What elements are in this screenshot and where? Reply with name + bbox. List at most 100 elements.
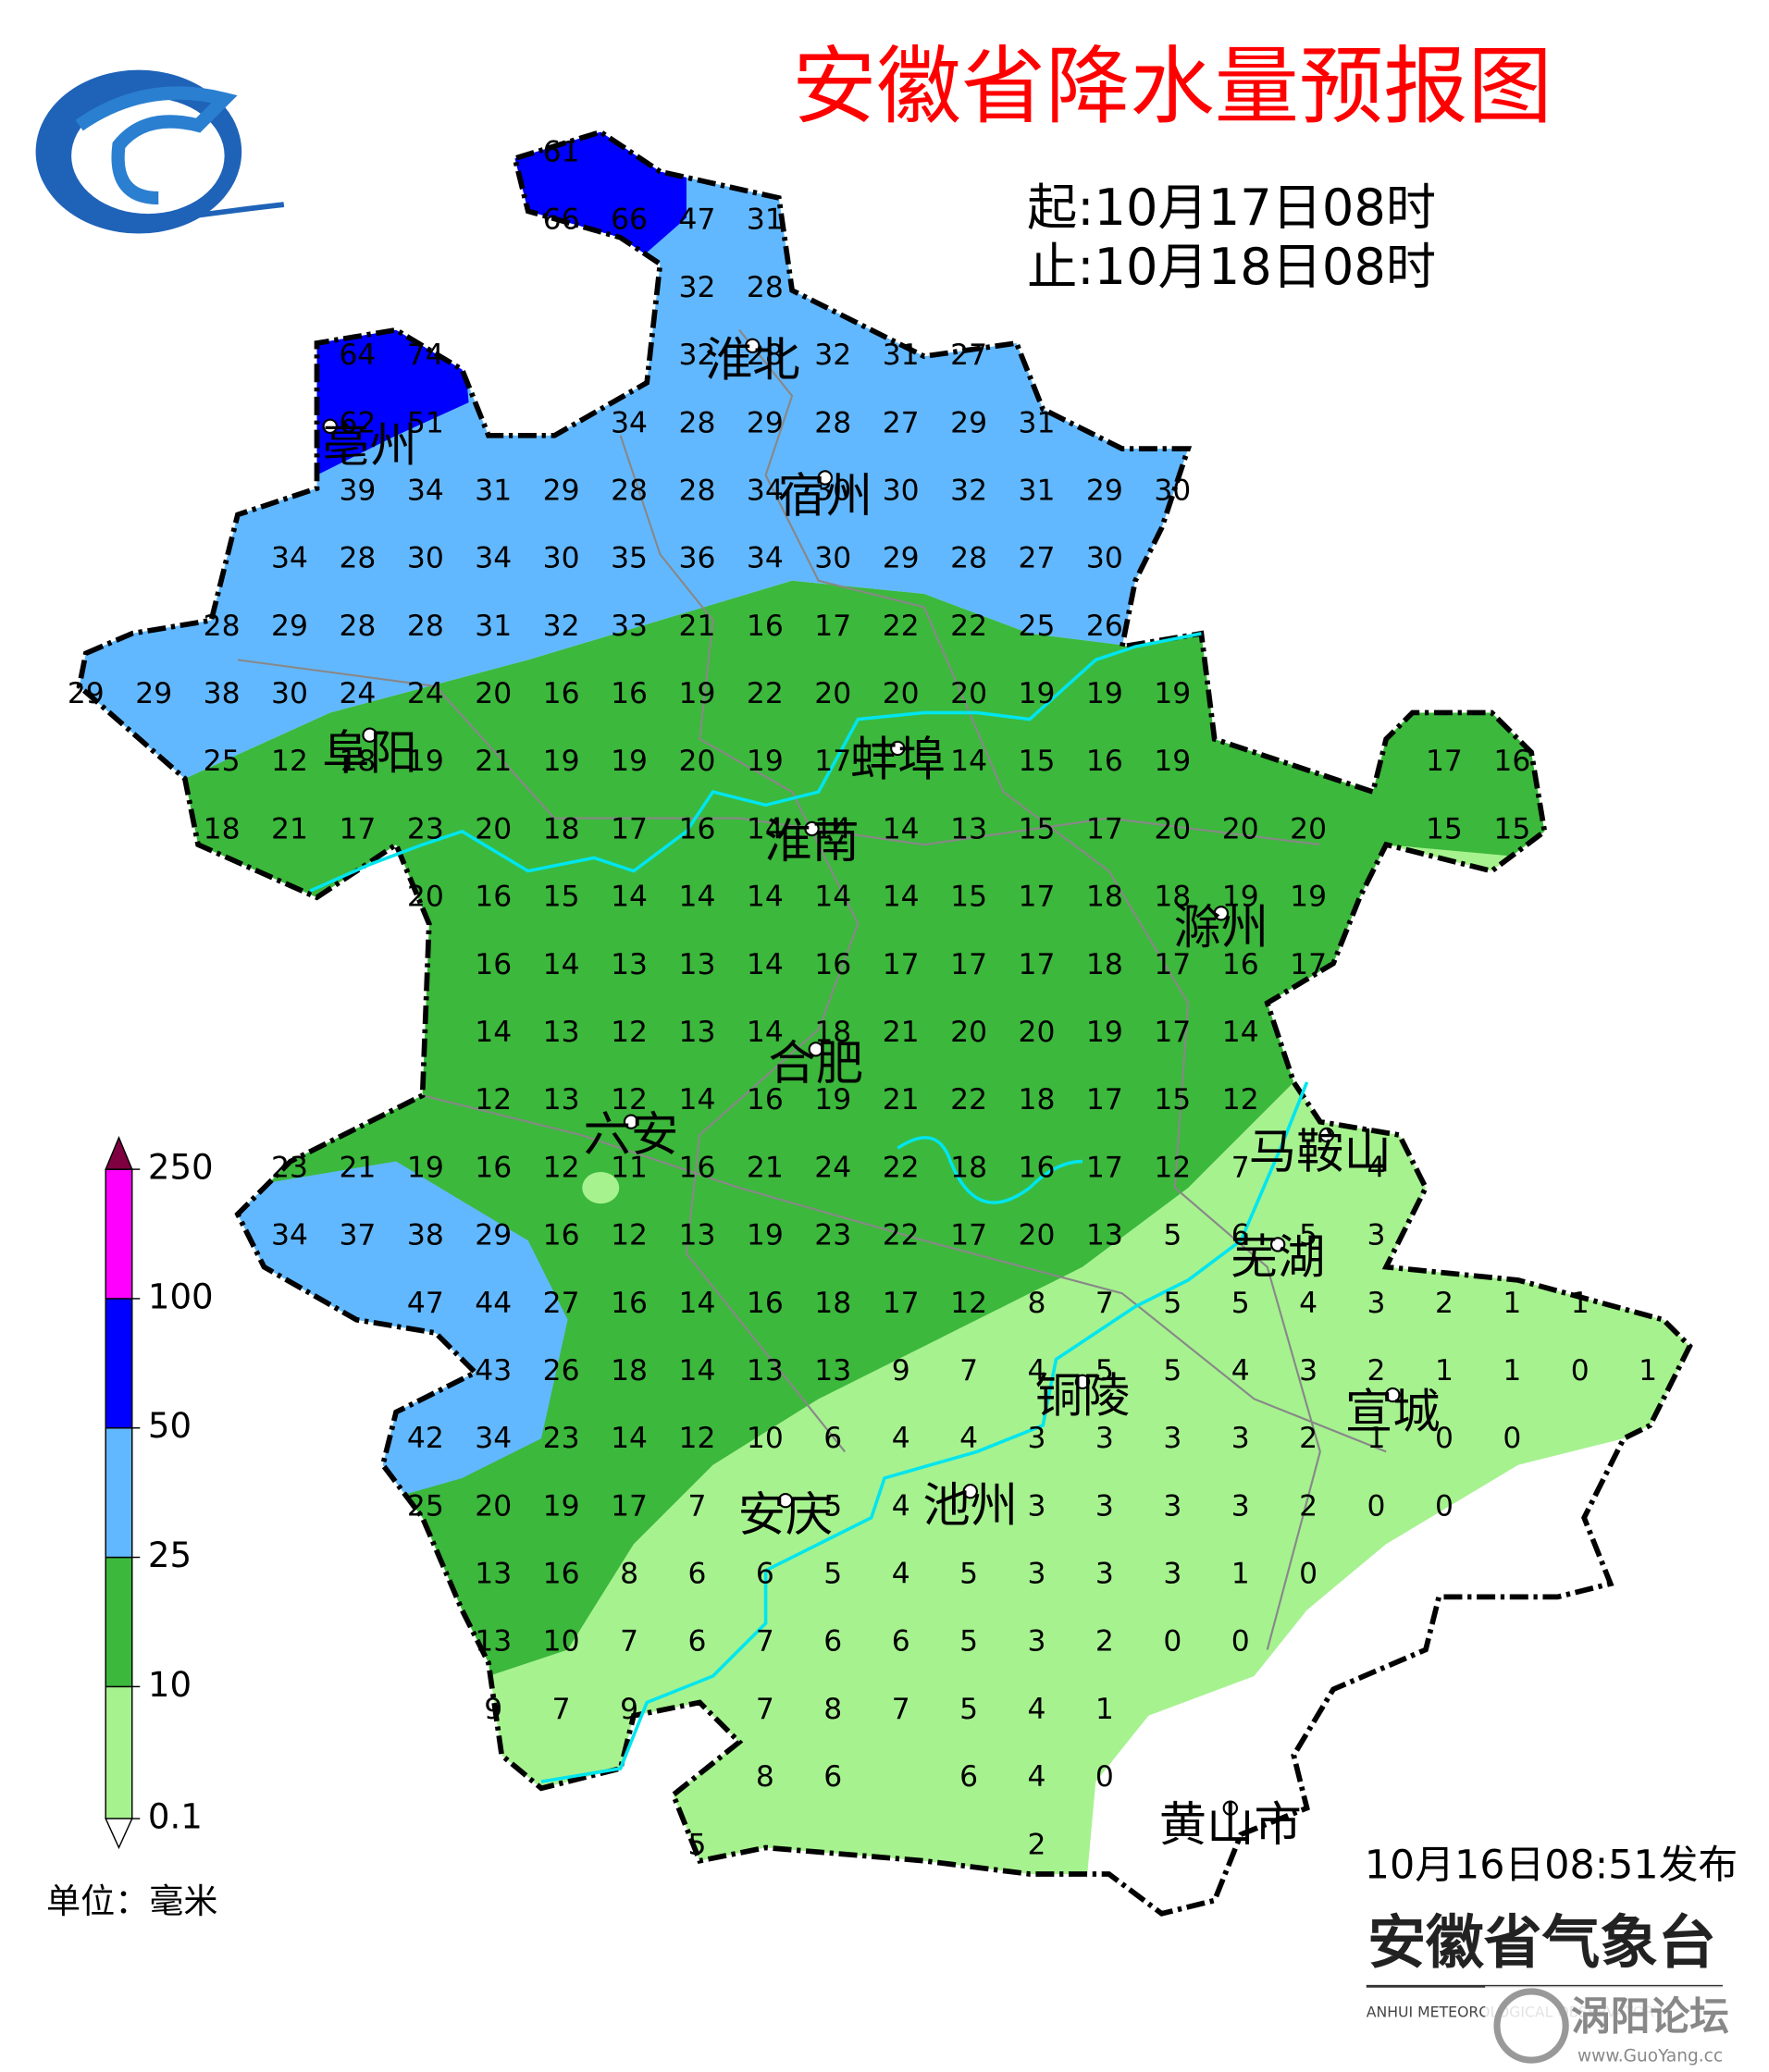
grid-value: 28 [611,474,648,507]
grid-value: 20 [475,812,512,845]
grid-value: 0 [1571,1354,1590,1388]
grid-value: 15 [1019,745,1056,778]
grid-value: 20 [1290,812,1327,845]
grid-value: 14 [543,948,580,981]
grid-value: 34 [407,474,444,507]
grid-value: 34 [611,406,648,439]
grid-value: 6 [823,1760,842,1794]
grid-value: 21 [747,1151,784,1184]
grid-value: 22 [950,610,987,643]
chaohu [897,1136,1083,1204]
grid-value: 22 [747,677,784,710]
grid-value: 64 [339,339,376,372]
city-dot [1222,1800,1239,1816]
city-label: 芜湖 [1231,1230,1326,1286]
grid-value: 7 [1231,1151,1250,1184]
grid-value: 3 [1163,1489,1181,1523]
city-dot [777,1493,794,1509]
grid-value: 4 [1367,1151,1386,1184]
city-dot [1074,1374,1091,1390]
grid-value: 13 [543,1016,580,1049]
grid-value: 4 [1299,1287,1317,1320]
grid-value: 28 [204,610,241,643]
rivers [309,632,1309,1783]
grid-value: 20 [1222,812,1259,845]
grid-value: 19 [543,1489,580,1523]
grid-value: 0 [1435,1489,1454,1523]
grid-value: 16 [1222,948,1259,981]
grid-value: 12 [543,1151,580,1184]
grid-value: 27 [950,339,987,372]
grid-value: 2 [1095,1625,1114,1659]
border [619,435,860,1453]
grid-value: 19 [747,1219,784,1252]
grid-value: 4 [1028,1354,1046,1388]
grid-value: 16 [679,1151,716,1184]
grid-value: 3 [1367,1219,1386,1252]
city-dot [1269,1237,1286,1252]
grid-value: 20 [883,677,920,710]
grid-value: 6 [823,1625,842,1659]
grid-value: 22 [883,610,920,643]
grid-value: 7 [687,1489,706,1523]
grid-value: 14 [747,881,784,914]
grid-value: 12 [1154,1151,1191,1184]
grid-value: 23 [271,1151,308,1184]
grid-value: 0 [1163,1625,1181,1659]
border [237,659,1320,846]
city-dot [362,727,377,743]
county-borders [237,329,1387,1650]
start-time: 起:10月17日08时 [1027,179,1436,237]
grid-value: 5 [959,1558,978,1591]
grid-value: 17 [1154,948,1191,981]
grid-value: 31 [1019,406,1056,439]
grid-value: 24 [407,677,444,710]
issue-time: 10月16日08:51发布 [1365,1842,1738,1888]
grid-value: 30 [1154,474,1191,507]
grid-value: 3 [1299,1354,1317,1388]
grid-value: 7 [959,1354,978,1388]
grid-value: 5 [823,1489,842,1523]
grid-value: 14 [883,812,920,845]
grid-value: 9 [484,1693,502,1726]
grid-value: 0 [1095,1760,1114,1794]
grid-value: 14 [950,745,987,778]
grid-value: 32 [543,610,580,643]
city-label: 淮北 [705,332,800,388]
grid-value: 12 [611,1219,648,1252]
grid-value: 17 [611,812,648,845]
grid-value: 3 [1231,1489,1250,1523]
legend-tick-label: 50 [148,1406,192,1446]
grid-value: 32 [950,474,987,507]
grid-value: 47 [407,1287,444,1320]
grid-value: 29 [1086,474,1123,507]
grid-value: 17 [1086,812,1123,845]
grid-value: 25 [407,1489,444,1523]
grid-value: 4 [1231,1354,1250,1388]
city-label: 阜阳 [322,726,417,782]
legend-tick-label: 10 [148,1665,192,1705]
grid-value: 13 [543,1083,580,1116]
grid-value: 14 [814,812,851,845]
grid-value: 1 [1367,1422,1386,1455]
grid-value: 6 [892,1625,910,1659]
grid-value: 32 [679,271,716,304]
legend-tick-label: 25 [148,1536,192,1575]
grid-value: 3 [1367,1287,1386,1320]
grid-value: 12 [1222,1083,1259,1116]
grid-value: 28 [339,542,376,575]
grid-value: 14 [814,881,851,914]
grid-value: 13 [679,1219,716,1252]
grid-value: 28 [747,271,784,304]
city-label: 淮南 [764,814,860,870]
grid-value: 19 [747,745,784,778]
province-border [76,129,1693,1917]
grid-value: 3 [1028,1422,1046,1455]
grid-value: 30 [271,677,308,710]
end-time: 止:10月18日08时 [1027,238,1436,296]
grid-value: 22 [883,1151,920,1184]
grid-value: 20 [475,1489,512,1523]
grid-value: 21 [271,812,308,845]
grid-value: 3 [1095,1558,1114,1591]
